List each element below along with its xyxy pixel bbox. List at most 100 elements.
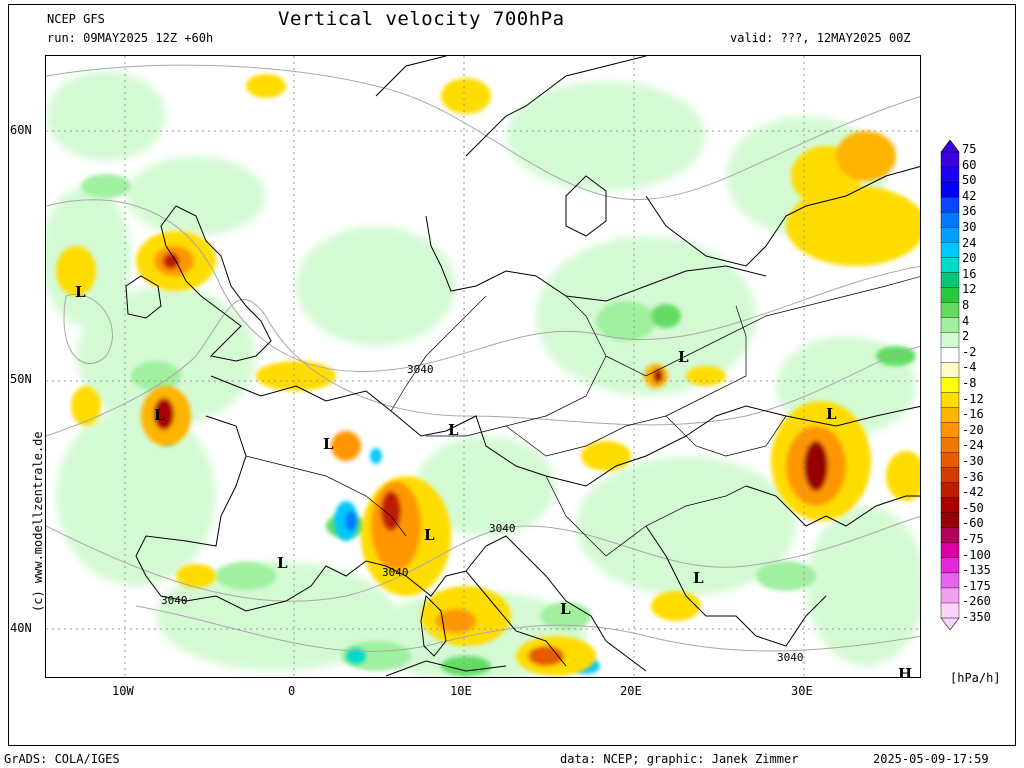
colorbar-swatch bbox=[940, 407, 960, 424]
colorbar-swatch bbox=[940, 527, 960, 544]
colorbar-tick-label: 60 bbox=[962, 157, 977, 172]
colorbar-tick-label: -50 bbox=[962, 500, 984, 515]
colorbar-tick-label: -42 bbox=[962, 485, 984, 500]
low-pressure-mark: L bbox=[560, 600, 571, 618]
borders bbox=[245, 276, 920, 557]
lon-label-10e: 10E bbox=[450, 684, 472, 698]
colorbar-swatch bbox=[940, 557, 960, 574]
timestamp: 2025-05-09-17:59 bbox=[873, 752, 989, 766]
colorbar-swatch bbox=[940, 181, 960, 198]
contour-label: 3040 bbox=[161, 594, 188, 607]
colorbar-swatch bbox=[940, 467, 960, 484]
colorbar-swatch bbox=[940, 497, 960, 514]
colorbar-swatch bbox=[940, 542, 960, 559]
map-canvas bbox=[46, 56, 920, 677]
colorbar-tick-label: 42 bbox=[962, 188, 977, 203]
colorbar-swatch bbox=[940, 362, 960, 378]
low-pressure-mark: L bbox=[826, 405, 837, 423]
colorbar-tick-label: -260 bbox=[962, 594, 991, 609]
colorbar-swatch bbox=[940, 377, 960, 394]
model-name: NCEP GFS bbox=[47, 12, 105, 26]
colorbar-tick-label: -24 bbox=[962, 438, 984, 453]
colorbar-tick-label: -4 bbox=[962, 360, 977, 375]
grads-credit: GrADS: COLA/IGES bbox=[4, 752, 120, 766]
lat-label-50n: 50N bbox=[10, 372, 32, 386]
colorbar-swatch bbox=[940, 226, 960, 243]
colorbar-svg bbox=[940, 139, 960, 631]
low-pressure-mark: L bbox=[277, 554, 288, 572]
colorbar-tick-label: 20 bbox=[962, 251, 977, 266]
high-pressure-mark: H bbox=[898, 665, 913, 678]
colorbar-tick-label: 2 bbox=[962, 329, 970, 344]
coastlines bbox=[125, 56, 920, 677]
map-plot: 3040 3040 3040 3040 3040 L L L L L L L L… bbox=[45, 55, 921, 678]
colorbar-tick-label: -12 bbox=[962, 391, 984, 406]
colorbar-swatch bbox=[940, 196, 960, 213]
colorbar-tick-label: -60 bbox=[962, 516, 984, 531]
lon-label-0: 0 bbox=[288, 684, 296, 698]
lat-label-40n: 40N bbox=[10, 621, 32, 635]
low-pressure-mark: L bbox=[448, 421, 459, 439]
contour-label: 3040 bbox=[489, 522, 516, 535]
colorbar-swatch bbox=[940, 422, 960, 439]
lon-label-10w: 10W bbox=[112, 684, 134, 698]
colorbar-swatch bbox=[940, 211, 960, 228]
map-title: Vertical velocity 700hPa bbox=[278, 8, 565, 30]
colorbar-swatch bbox=[940, 151, 960, 168]
unit-label: [hPa/h] bbox=[950, 671, 1001, 685]
low-pressure-mark: L bbox=[154, 406, 165, 424]
colorbar-swatch bbox=[940, 347, 960, 363]
green-field bbox=[46, 71, 920, 677]
colorbar-swatch bbox=[940, 452, 960, 469]
colorbar-swatch bbox=[940, 482, 960, 499]
colorbar-tick-label: -350 bbox=[962, 610, 991, 624]
colorbar-swatch bbox=[940, 572, 960, 589]
colorbar-tick-label: 4 bbox=[962, 313, 970, 328]
colorbar-bottom-arrow bbox=[940, 617, 960, 631]
colorbar-tick-label: -75 bbox=[962, 532, 984, 546]
lat-label-60n: 60N bbox=[10, 123, 32, 137]
colorbar-tick-label: 24 bbox=[962, 235, 977, 250]
colorbar-swatch bbox=[940, 587, 960, 604]
colorbar-tick-label: 50 bbox=[962, 173, 977, 188]
figure-frame bbox=[8, 4, 1016, 746]
colorbar-tick-label: -135 bbox=[962, 563, 991, 578]
low-pressure-mark: L bbox=[424, 526, 435, 544]
colorbar-tick-label: 12 bbox=[962, 282, 977, 297]
colorbar-swatch bbox=[940, 166, 960, 183]
colorbar-swatch bbox=[940, 287, 960, 303]
colorbar-tick-label: -36 bbox=[962, 469, 984, 484]
colorbar-swatch bbox=[940, 317, 960, 333]
watermark: (c) www.modellzentrale.de bbox=[31, 431, 45, 612]
colorbar-tick-label: 16 bbox=[962, 266, 977, 281]
colorbar-swatch bbox=[940, 437, 960, 454]
contour-label: 3040 bbox=[407, 363, 434, 376]
colorbar-swatch bbox=[940, 272, 960, 288]
lon-label-20e: 20E bbox=[620, 684, 642, 698]
colorbar-swatch bbox=[940, 602, 960, 619]
graticule bbox=[46, 56, 920, 677]
colorbar-tick-label: 30 bbox=[962, 220, 977, 234]
run-info: run: 09MAY2025 12Z +60h bbox=[47, 31, 214, 45]
data-credit: data: NCEP; graphic: Janek Zimmer bbox=[560, 752, 799, 766]
low-pressure-mark: L bbox=[323, 435, 334, 453]
colorbar-tick-label: -30 bbox=[962, 454, 984, 468]
contour-label: 3040 bbox=[777, 651, 804, 664]
colorbar-swatch bbox=[940, 257, 960, 273]
colorbar-tick-label: 75 bbox=[962, 142, 977, 156]
low-pressure-mark: L bbox=[75, 283, 86, 301]
colorbar-swatch bbox=[940, 241, 960, 258]
lon-label-30e: 30E bbox=[791, 684, 813, 698]
colorbar bbox=[940, 139, 960, 631]
colorbar-tick-label: -20 bbox=[962, 422, 984, 437]
colorbar-tick-label: -8 bbox=[962, 376, 977, 390]
contour-label: 3040 bbox=[382, 566, 409, 579]
colorbar-swatch bbox=[940, 392, 960, 409]
low-pressure-mark: L bbox=[678, 348, 689, 366]
colorbar-swatch bbox=[940, 512, 960, 529]
colorbar-tick-label: -175 bbox=[962, 578, 991, 593]
colorbar-tick-label: 8 bbox=[962, 298, 970, 312]
colorbar-tick-label: -2 bbox=[962, 344, 977, 359]
colorbar-swatch bbox=[940, 302, 960, 318]
colorbar-tick-label: -16 bbox=[962, 407, 984, 422]
